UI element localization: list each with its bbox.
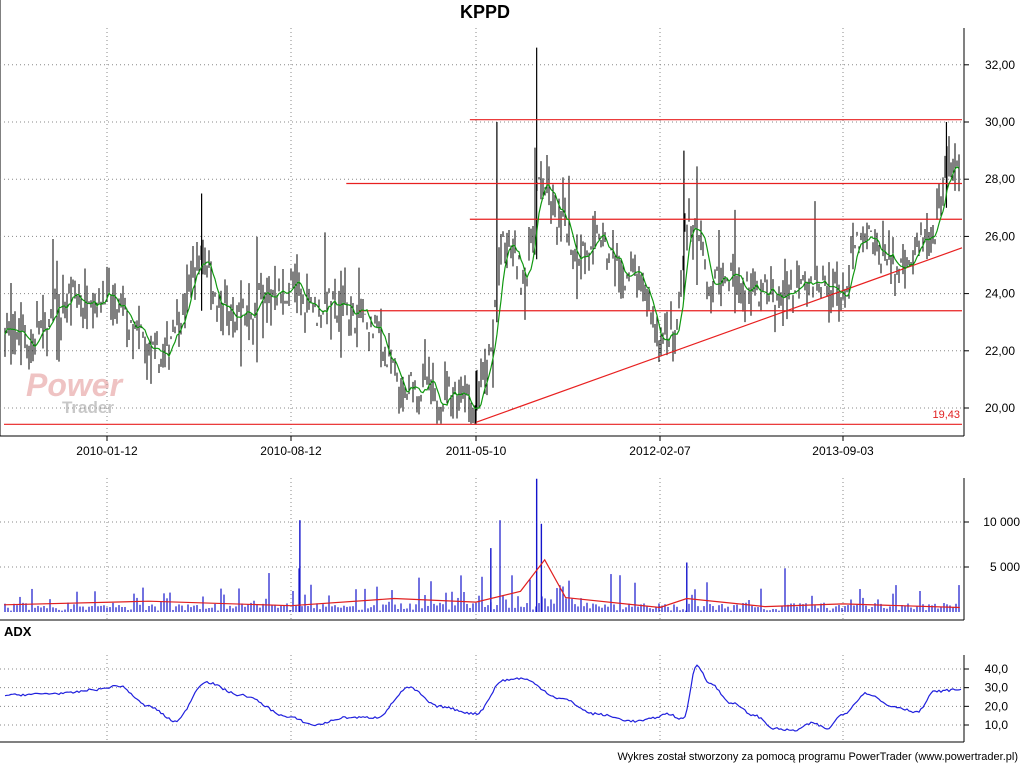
price-axis-label: 28,00 [985, 172, 1015, 186]
date-axis-label: 2013-09-03 [812, 444, 874, 458]
adx-series-line [4, 664, 962, 732]
adx-axis-label: 40,0 [985, 662, 1009, 676]
rising-trendline [475, 247, 963, 423]
volume-axis-label: 5 000 [990, 560, 1020, 574]
support-resistance-lines [4, 119, 963, 425]
price-axis-label: 24,00 [985, 287, 1015, 301]
volume-axis-label: 10 000 [983, 515, 1020, 529]
moving-average [4, 165, 960, 410]
gridlines [0, 28, 964, 742]
volume-panel-frame [0, 478, 965, 621]
date-axis-labels: 2010-01-12 2010-08-12 2011-05-10 2012-02-07… [76, 436, 874, 458]
volume-bars [4, 478, 960, 612]
volume-axis-labels: 5 000 10 000 [964, 515, 1020, 574]
price-panel-frame [0, 0, 965, 437]
volume-average-line [3, 558, 960, 609]
moving-average-line [4, 165, 960, 410]
price-axis-label: 20,00 [985, 401, 1015, 415]
adx-panel-title: ADX [4, 624, 32, 639]
adx-line [4, 664, 962, 732]
watermark-logo: Power Trader [26, 367, 124, 417]
footer-credit: Wykres został stworzony za pomocą progra… [617, 751, 1018, 763]
min-price-label: 19,43 [932, 409, 960, 421]
price-axis-label: 22,00 [985, 344, 1015, 358]
volume-average [3, 558, 960, 609]
adx-axis-label: 30,0 [985, 681, 1009, 695]
date-axis-label: 2010-08-12 [260, 444, 322, 458]
price-axis-label: 32,00 [985, 58, 1015, 72]
adx-axis-labels: 10,0 20,0 30,0 40,0 [964, 662, 1008, 732]
price-axis-label: 30,00 [985, 115, 1015, 129]
adx-axis-label: 20,0 [985, 699, 1009, 713]
chart-title: KPPD [460, 2, 510, 22]
date-axis-label: 2010-01-12 [76, 444, 138, 458]
date-axis-label: 2011-05-10 [446, 444, 507, 458]
adx-axis-label: 10,0 [985, 718, 1009, 732]
adx-panel-frame [0, 655, 965, 743]
date-axis-label: 2012-02-07 [629, 444, 691, 458]
price-bars [4, 47, 960, 424]
price-axis-labels: 20,00 22,00 24,00 26,00 28,00 30,00 32,00 [964, 58, 1015, 415]
price-axis-label: 26,00 [985, 229, 1015, 243]
